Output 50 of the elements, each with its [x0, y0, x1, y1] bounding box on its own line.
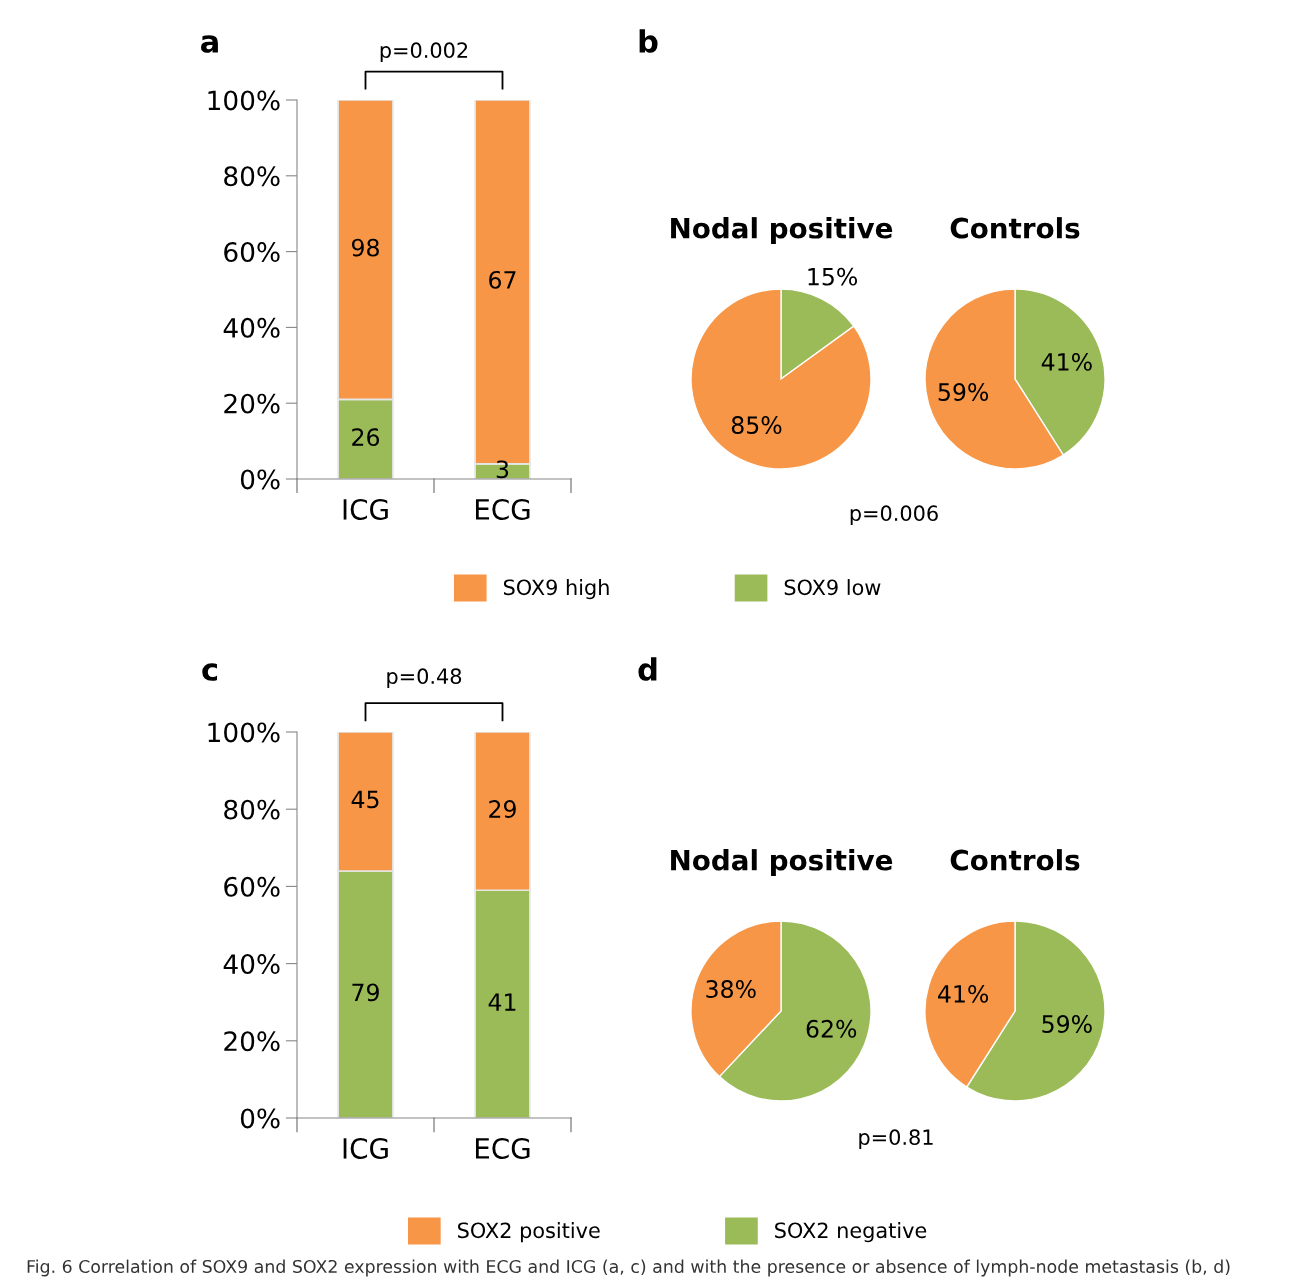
- y-tick-label: 60%: [224, 876, 280, 897]
- y-tick-label: 100%: [208, 722, 280, 743]
- chart-title: Controls: [950, 217, 1080, 239]
- x-tick-label: ECG: [475, 498, 530, 520]
- text: b: [639, 29, 658, 53]
- y-tick-label: 20%: [224, 393, 280, 414]
- data-label: 85%: [731, 416, 782, 434]
- data-label: 41%: [1041, 352, 1092, 371]
- x-tick-label: ICG: [343, 1137, 388, 1159]
- y-tick-label: 40%: [223, 954, 280, 974]
- annotation: 26: [352, 428, 380, 447]
- x-tick-label: ECG: [475, 1137, 530, 1159]
- chart-title: Controls: [950, 849, 1080, 871]
- y-tick-label: 60%: [224, 242, 280, 262]
- y-tick-label: 0%: [240, 1108, 280, 1129]
- text: a: [201, 35, 218, 53]
- data-label: 38%: [706, 980, 756, 998]
- data-label: 41%: [938, 984, 989, 1003]
- pie-slice: [690, 288, 872, 470]
- text: p=0.48: [387, 668, 462, 689]
- caption: Fig. 6 Correlation of SOX9 and SOX2 expression with ECG and ICG (a, c) and with the presence or absence of lymph-node metastasis (b, d): [27, 1259, 1230, 1277]
- y-tick-label: 100%: [208, 90, 280, 111]
- annotation: 45: [351, 790, 379, 809]
- annotation: 29: [489, 800, 516, 818]
- annotation: 3: [496, 460, 509, 479]
- annotation: 98: [351, 238, 379, 257]
- annotation: 41: [488, 993, 516, 1011]
- data-label: 15%: [808, 267, 858, 286]
- legend-label: SOX9 low: [784, 579, 881, 596]
- text: c: [202, 663, 218, 681]
- text: p=0.002: [380, 42, 468, 63]
- legend-label: SOX2 negative: [775, 1222, 927, 1243]
- legend-label: SOX9 high: [503, 579, 609, 600]
- data-label: 62%: [806, 1019, 857, 1038]
- annotation: 79: [352, 983, 379, 1002]
- y-tick-label: 20%: [224, 1031, 280, 1052]
- data-label: 59%: [1042, 1015, 1092, 1033]
- legend-label: SOX2 positive: [458, 1222, 600, 1243]
- annotation: 67: [489, 270, 516, 289]
- y-tick-label: 80%: [224, 166, 280, 187]
- text: d: [638, 657, 657, 681]
- y-tick-label: 0%: [240, 469, 280, 490]
- y-tick-label: 40%: [223, 317, 280, 338]
- chart-title: Nodal positive: [671, 849, 893, 876]
- x-tick-label: ICG: [343, 498, 388, 520]
- text: p=0.006: [850, 505, 938, 526]
- chart-title: Nodal positive: [671, 217, 893, 244]
- y-tick-label: 80%: [224, 799, 280, 820]
- text: p=0.81: [859, 1129, 933, 1150]
- data-label: 59%: [938, 383, 989, 401]
